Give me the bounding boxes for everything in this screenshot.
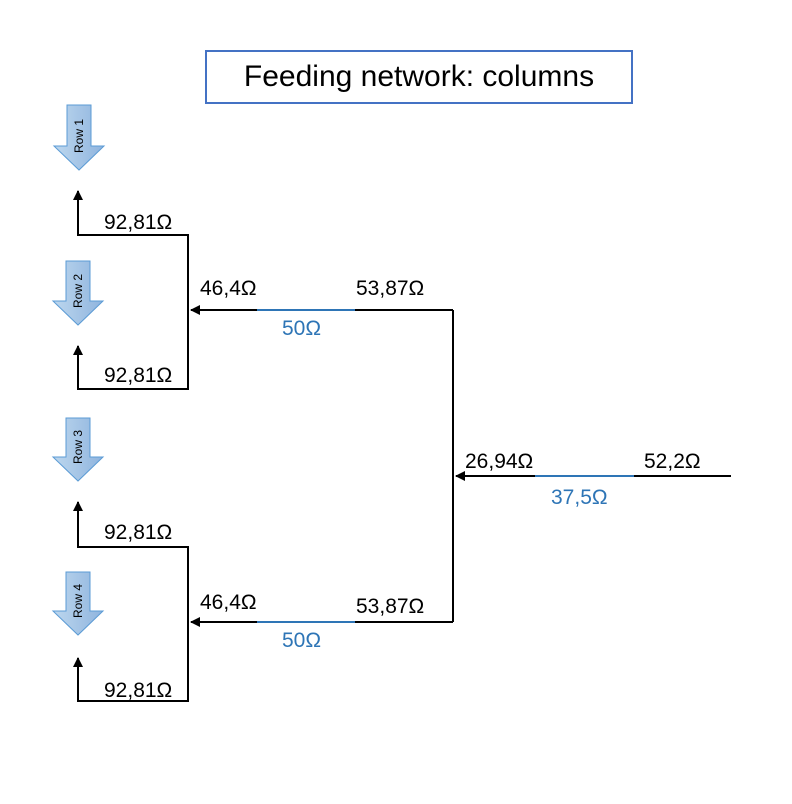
diagram-title: Feeding network: columns [205,50,633,104]
branch-line-impedance-label: 50Ω [282,317,322,340]
row-label-2: Row 2 [71,274,85,308]
trunk-input-impedance-label: 26,94Ω [465,450,534,473]
row-label-1: Row 1 [72,119,86,153]
lower-branch [73,501,453,702]
leaf-impedance-label: 92,81Ω [104,679,173,702]
upper-branch [73,190,453,390]
branch-line-impedance-label: 50Ω [282,629,322,652]
row-arrow-2: Row 2 [51,260,105,326]
branch-output-impedance-label: 53,87Ω [356,277,425,300]
leaf-impedance-label: 92,81Ω [104,364,173,387]
row-arrow-4: Row 4 [51,571,105,636]
feed-line-row-2 [73,310,189,390]
row-arrow-1: Row 1 [52,104,106,171]
leaf-impedance-label: 92,81Ω [104,211,173,234]
feed-line-row-1 [73,190,189,310]
row-arrow-3: Row 3 [51,417,105,482]
row-label-3: Row 3 [71,430,85,464]
trunk [452,310,731,622]
leaf-impedance-label: 92,81Ω [104,521,173,544]
feed-line-row-4 [73,622,189,702]
branch-input-impedance-label: 46,4Ω [200,591,257,614]
row-label-4: Row 4 [71,584,85,618]
branch-input-impedance-label: 46,4Ω [200,277,257,300]
branch-output-impedance-label: 53,87Ω [356,595,425,618]
feed-line-row-3 [73,501,189,622]
trunk-line-impedance-label: 37,5Ω [551,486,608,509]
source-impedance-label: 52,2Ω [644,450,701,473]
